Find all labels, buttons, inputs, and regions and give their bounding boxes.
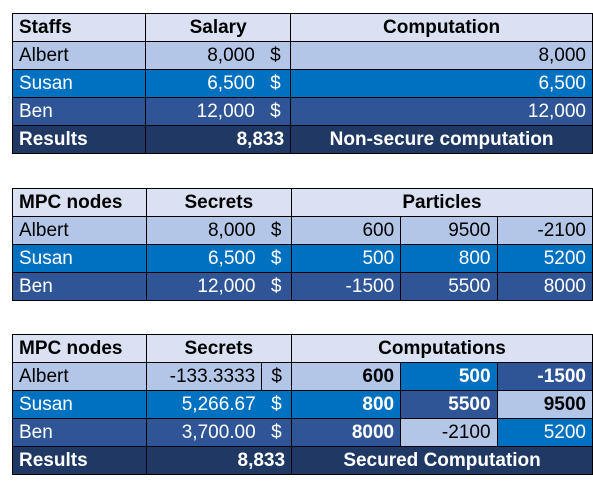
header-cell[interactable]: Salary (145, 13, 292, 42)
secured-computation-table: MPC nodes Secrets Computations Albert -1… (12, 334, 593, 475)
computation-cell[interactable]: -1500 (496, 362, 593, 391)
results-value[interactable]: 8,833 (145, 446, 293, 475)
particle-cell[interactable]: 800 (400, 244, 498, 273)
table-header-row: MPC nodes Secrets Computations (12, 334, 593, 363)
computation-cell[interactable]: 5200 (496, 418, 593, 447)
computation-cell[interactable]: 12,000 (290, 97, 593, 126)
computation-cell[interactable]: 600 (291, 362, 402, 391)
results-row: Results 8,833 Non-secure computation (11, 125, 593, 154)
particle-cell[interactable]: 5500 (400, 272, 498, 301)
header-cell[interactable]: MPC nodes (12, 188, 147, 217)
secret-cell[interactable]: 6,500 (145, 244, 262, 273)
table-row: Ben 12,000 $ 12,000 (11, 97, 593, 126)
name-cell[interactable]: Susan (11, 69, 147, 98)
secret-cell[interactable]: -133.3333 (145, 362, 263, 391)
name-cell[interactable]: Albert (11, 41, 147, 70)
particle-cell[interactable]: 600 (290, 216, 402, 245)
particles-table: MPC nodes Secrets Particles Albert 8,000… (12, 188, 593, 301)
currency-cell[interactable]: $ (261, 272, 292, 301)
computation-cell[interactable]: 5500 (400, 390, 498, 419)
particle-cell[interactable]: 5200 (496, 244, 593, 273)
particle-cell[interactable]: 500 (290, 244, 402, 273)
table-row: Ben 3,700.00 $ 8000 -2100 5200 (12, 418, 593, 447)
currency-cell[interactable]: $ (261, 244, 292, 273)
results-row: Results 8,833 Secured Computation (12, 446, 593, 475)
table-row: Susan 6,500 $ 500 800 5200 (12, 244, 593, 273)
header-cell[interactable]: Computation (290, 13, 593, 42)
header-cell[interactable]: MPC nodes (12, 334, 147, 363)
salary-table: Staffs Salary Computation Albert 8,000 $… (11, 13, 593, 154)
secret-cell[interactable]: 12,000 (145, 272, 262, 301)
computation-cell[interactable]: 8,000 (290, 41, 593, 70)
salary-cell[interactable]: 12,000 (145, 97, 261, 126)
currency-cell[interactable]: $ (260, 41, 292, 70)
results-note[interactable]: Non-secure computation (290, 125, 593, 154)
computation-cell[interactable]: -2100 (400, 418, 498, 447)
particle-cell[interactable]: -2100 (496, 216, 593, 245)
computation-cell[interactable]: 800 (291, 390, 402, 419)
currency-cell[interactable]: $ (260, 97, 292, 126)
results-value[interactable]: 8,833 (145, 125, 292, 154)
results-note[interactable]: Secured Computation (291, 446, 593, 475)
table-row: Albert -133.3333 $ 600 500 -1500 (12, 362, 593, 391)
name-cell[interactable]: Ben (12, 272, 147, 301)
results-label[interactable]: Results (12, 446, 147, 475)
header-cell[interactable]: Computations (291, 334, 593, 363)
secret-cell[interactable]: 8,000 (145, 216, 262, 245)
table-row: Albert 8,000 $ 600 9500 -2100 (12, 216, 593, 245)
currency-cell[interactable]: $ (261, 390, 293, 419)
table-row: Susan 5,266.67 $ 800 5500 9500 (12, 390, 593, 419)
secret-cell[interactable]: 5,266.67 (145, 390, 262, 419)
table-row: Ben 12,000 $ -1500 5500 8000 (12, 272, 593, 301)
currency-cell[interactable]: $ (261, 362, 293, 391)
particle-cell[interactable]: -1500 (290, 272, 402, 301)
salary-cell[interactable]: 8,000 (145, 41, 261, 70)
table-header-row: Staffs Salary Computation (11, 13, 593, 42)
computation-cell[interactable]: 6,500 (290, 69, 593, 98)
header-cell[interactable]: Staffs (11, 13, 147, 42)
currency-cell[interactable]: $ (261, 216, 292, 245)
table-row: Albert 8,000 $ 8,000 (11, 41, 593, 70)
name-cell[interactable]: Susan (12, 244, 147, 273)
name-cell[interactable]: Ben (12, 418, 147, 447)
name-cell[interactable]: Ben (11, 97, 147, 126)
particle-cell[interactable]: 8000 (496, 272, 593, 301)
name-cell[interactable]: Susan (12, 390, 147, 419)
name-cell[interactable]: Albert (12, 362, 147, 391)
secret-cell[interactable]: 3,700.00 (145, 418, 262, 447)
table-header-row: MPC nodes Secrets Particles (12, 188, 593, 217)
currency-cell[interactable]: $ (260, 69, 292, 98)
computation-cell[interactable]: 8000 (291, 418, 402, 447)
name-cell[interactable]: Albert (12, 216, 147, 245)
table-row: Susan 6,500 $ 6,500 (11, 69, 593, 98)
header-cell[interactable]: Secrets (145, 188, 292, 217)
currency-cell[interactable]: $ (261, 418, 293, 447)
results-label[interactable]: Results (11, 125, 147, 154)
computation-cell[interactable]: 9500 (496, 390, 593, 419)
header-cell[interactable]: Secrets (145, 334, 293, 363)
particle-cell[interactable]: 9500 (400, 216, 498, 245)
salary-cell[interactable]: 6,500 (145, 69, 261, 98)
computation-cell[interactable]: 500 (400, 362, 498, 391)
header-cell[interactable]: Particles (290, 188, 593, 217)
